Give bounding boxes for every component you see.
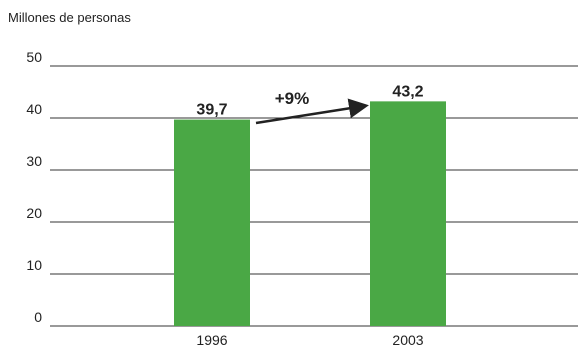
x-tick-label-1996: 1996	[196, 332, 227, 348]
growth-arrow	[255, 98, 369, 125]
y-tick-label-30: 30	[26, 153, 42, 169]
value-label-1996: 39,7	[196, 102, 227, 119]
y-tick-labels: 0 10 20 30 40 50	[26, 49, 42, 325]
growth-annotation-label: +9%	[275, 89, 310, 108]
annotations: +9%	[255, 89, 369, 125]
bars: 39,7 43,2	[174, 83, 446, 326]
y-tick-label-20: 20	[26, 205, 42, 221]
bar-1996	[174, 119, 250, 326]
y-tick-label-40: 40	[26, 101, 42, 117]
bar-2003	[370, 101, 446, 326]
x-tick-labels: 1996 2003	[196, 332, 423, 348]
y-tick-label-50: 50	[26, 49, 42, 65]
gridlines	[50, 65, 578, 327]
y-axis-label: Millones de personas	[8, 10, 131, 25]
y-tick-label-10: 10	[26, 257, 42, 273]
x-tick-label-2003: 2003	[392, 332, 423, 348]
value-label-2003: 43,2	[392, 83, 423, 100]
y-tick-label-0: 0	[34, 309, 42, 325]
